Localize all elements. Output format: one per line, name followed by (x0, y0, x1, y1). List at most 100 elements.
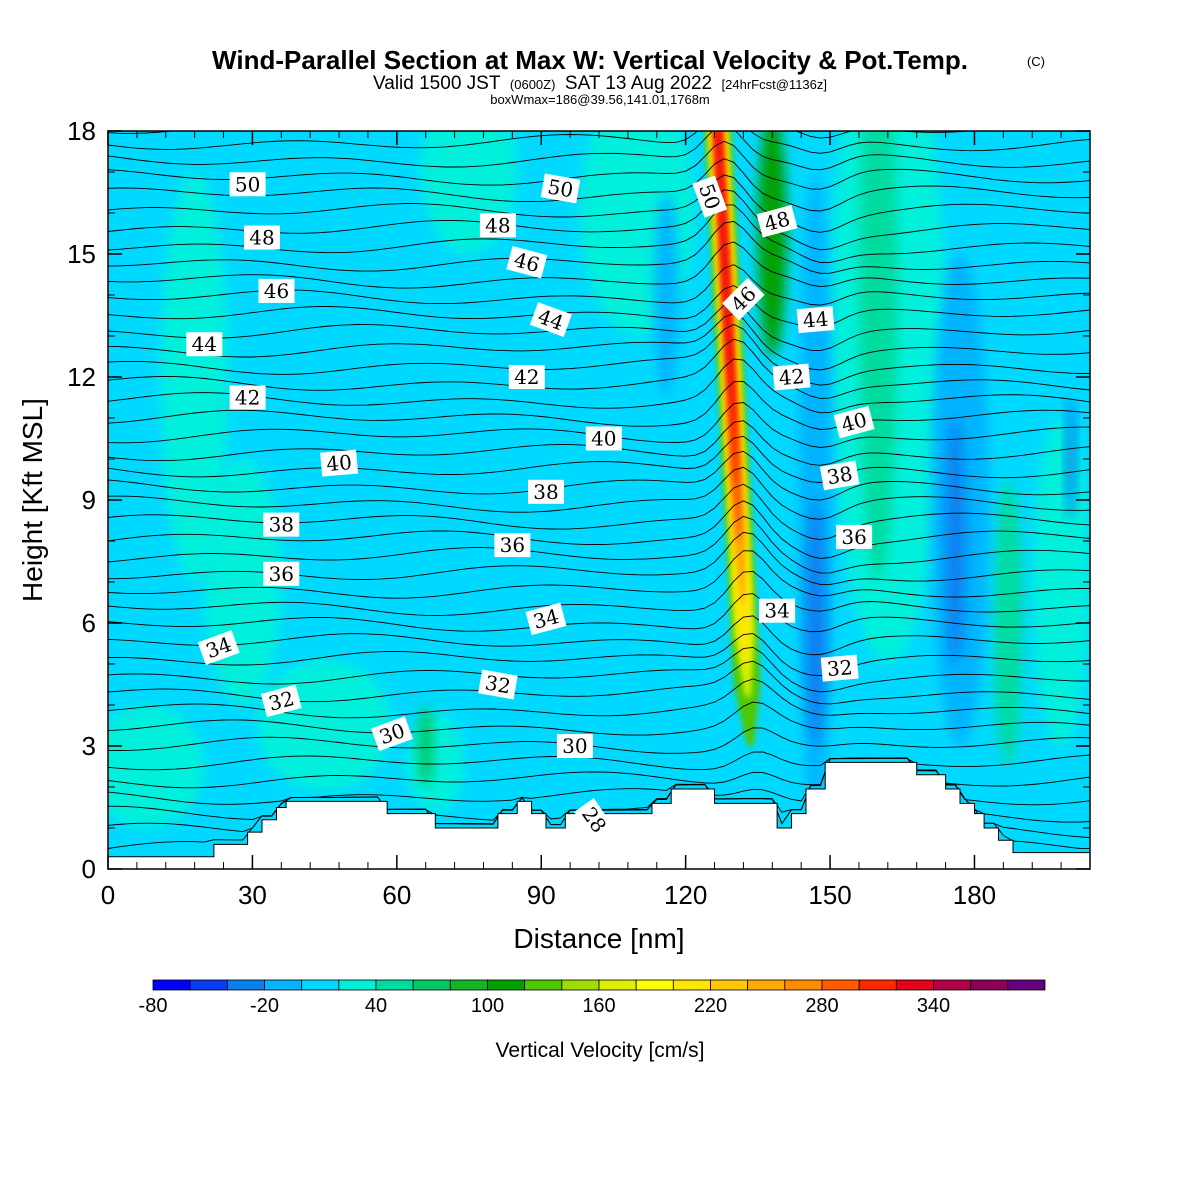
theta-contour-line (108, 570, 1090, 616)
theta-contour-label: 32 (260, 684, 302, 718)
velocity-field-blob (945, 418, 965, 664)
valid-date: SAT 13 Aug 2022 (565, 73, 712, 94)
valid-prefix: Valid 1500 JST (373, 73, 501, 94)
theta-contour-label-text: 50 (235, 172, 260, 196)
x-tick-label: 60 (382, 880, 411, 910)
theta-contour-line (108, 550, 1090, 599)
theta-contour-line (108, 450, 1090, 501)
theta-contour-label-text: 36 (269, 562, 294, 586)
colorbar-swatch (858, 979, 897, 991)
theta-contour-label-box (819, 460, 860, 491)
theta-contour-label-text: 32 (826, 655, 853, 681)
theta-contour-line (108, 285, 1090, 329)
theta-contour-label: 38 (528, 479, 564, 504)
theta-contour-label: 46 (258, 278, 295, 303)
theta-contour-label-box (756, 204, 798, 238)
colorbar-swatch (338, 979, 377, 991)
colorbar-swatch (524, 979, 563, 991)
colorbar-swatch (784, 979, 823, 991)
theta-contour-label: 38 (263, 512, 300, 537)
theta-contour-label: 32 (820, 654, 859, 682)
theta-contour-label-box (186, 332, 223, 357)
theta-contour-label-text: 42 (778, 364, 805, 390)
theta-contour-label-box (506, 245, 548, 279)
theta-contour-line (108, 174, 1090, 233)
y-tick-label: 9 (82, 485, 96, 515)
theta-contour-label-box (508, 365, 545, 389)
theta-contour-label-text: 30 (562, 734, 587, 758)
theta-contour-label: 30 (556, 734, 593, 758)
y-tick-label: 12 (67, 362, 96, 392)
colorbar-title: Vertical Velocity [cm/s] (496, 1039, 705, 1062)
theta-contour-label-box (528, 479, 564, 504)
theta-contour-label: 40 (585, 426, 622, 451)
theta-contour-label: 42 (772, 363, 811, 391)
colorbar-swatch (301, 979, 340, 991)
colorbar-swatch (189, 979, 228, 991)
theta-contour-label-text: 46 (264, 279, 289, 303)
colorbar-tick-label: 340 (917, 995, 950, 1017)
colorbar: -80 -20 40 100 160 220 280 340 (139, 979, 1046, 1017)
colorbar-swatch (152, 979, 191, 991)
velocity-field-blob (654, 192, 679, 398)
theta-contour-label: 42 (229, 385, 266, 410)
theta-contour-line (108, 380, 1090, 430)
colorbar-tick-label: 280 (805, 995, 838, 1017)
colorbar-tick-label: 160 (582, 995, 615, 1017)
colorbar-swatch (375, 979, 414, 991)
colorbar-swatch (821, 979, 860, 991)
theta-contour-line (108, 131, 1090, 171)
x-tick-label: 120 (664, 880, 707, 910)
theta-contour-label-box (494, 533, 531, 558)
forecast-info: [24hrFcst@1136z] (722, 77, 827, 92)
theta-contour-line (108, 140, 1090, 190)
theta-contour-label-text: 50 (546, 174, 575, 202)
colorbar-swatch (933, 979, 972, 991)
x-axis-label: Distance [nm] (513, 923, 684, 954)
colorbar-swatch (895, 979, 934, 991)
theta-contour-line (108, 220, 1090, 274)
theta-contour-label: 36 (494, 533, 531, 558)
theta-contour-label-box (574, 798, 615, 842)
theta-contour-line (108, 751, 1090, 771)
theta-contour-line (108, 727, 1090, 754)
theta-contour-label-box (478, 669, 518, 700)
theta-contour-label: 44 (186, 332, 223, 357)
theta-contour-label-box (229, 172, 266, 197)
theta-contour-line (108, 435, 1090, 483)
theta-contour-label: 34 (759, 598, 796, 623)
theta-contour-label: 42 (508, 365, 545, 389)
theta-contour-label-box (722, 277, 765, 321)
colorbar-swatch (710, 979, 749, 991)
theta-contour-line (108, 757, 1090, 789)
x-tick-label: 0 (101, 880, 115, 910)
colorbar-tick-label: 220 (694, 995, 727, 1017)
theta-contour-label-box (479, 213, 516, 238)
theta-contour-label-text: 42 (235, 386, 260, 410)
theta-contour-line (108, 313, 1090, 371)
theta-contour-label-box (525, 602, 567, 636)
theta-contour-label-box (370, 716, 414, 752)
y-tick-label: 0 (82, 854, 96, 884)
colorbar-swatch (449, 979, 488, 991)
theta-contour-label-text: 38 (825, 461, 854, 489)
theta-contour-label-box (229, 385, 266, 410)
theta-contour-label-text: 32 (483, 670, 512, 698)
theta-contour-label-box (540, 173, 581, 204)
theta-contour-label-box (820, 654, 859, 682)
theta-contour-label-text: 34 (764, 599, 789, 623)
theta-contour-label: 44 (796, 306, 835, 334)
theta-contour-label-text: 36 (500, 533, 525, 557)
valid-utc: (0600Z) (510, 77, 556, 92)
colorbar-swatch (1007, 979, 1046, 991)
chart-subtitle: Valid 1500 JST (0600Z) SAT 13 Aug 2022 [… (373, 73, 827, 94)
colorbar-swatch (226, 979, 265, 991)
theta-contour-label-box (197, 630, 240, 666)
y-tick-label: 3 (82, 731, 96, 761)
box-info: boxWmax=186@39.56,141.01,1768m (490, 92, 710, 107)
theta-contour-label-box (796, 306, 835, 334)
colorbar-swatch (264, 979, 303, 991)
theta-contour-line (108, 646, 1090, 693)
y-tick-label: 6 (82, 608, 96, 638)
